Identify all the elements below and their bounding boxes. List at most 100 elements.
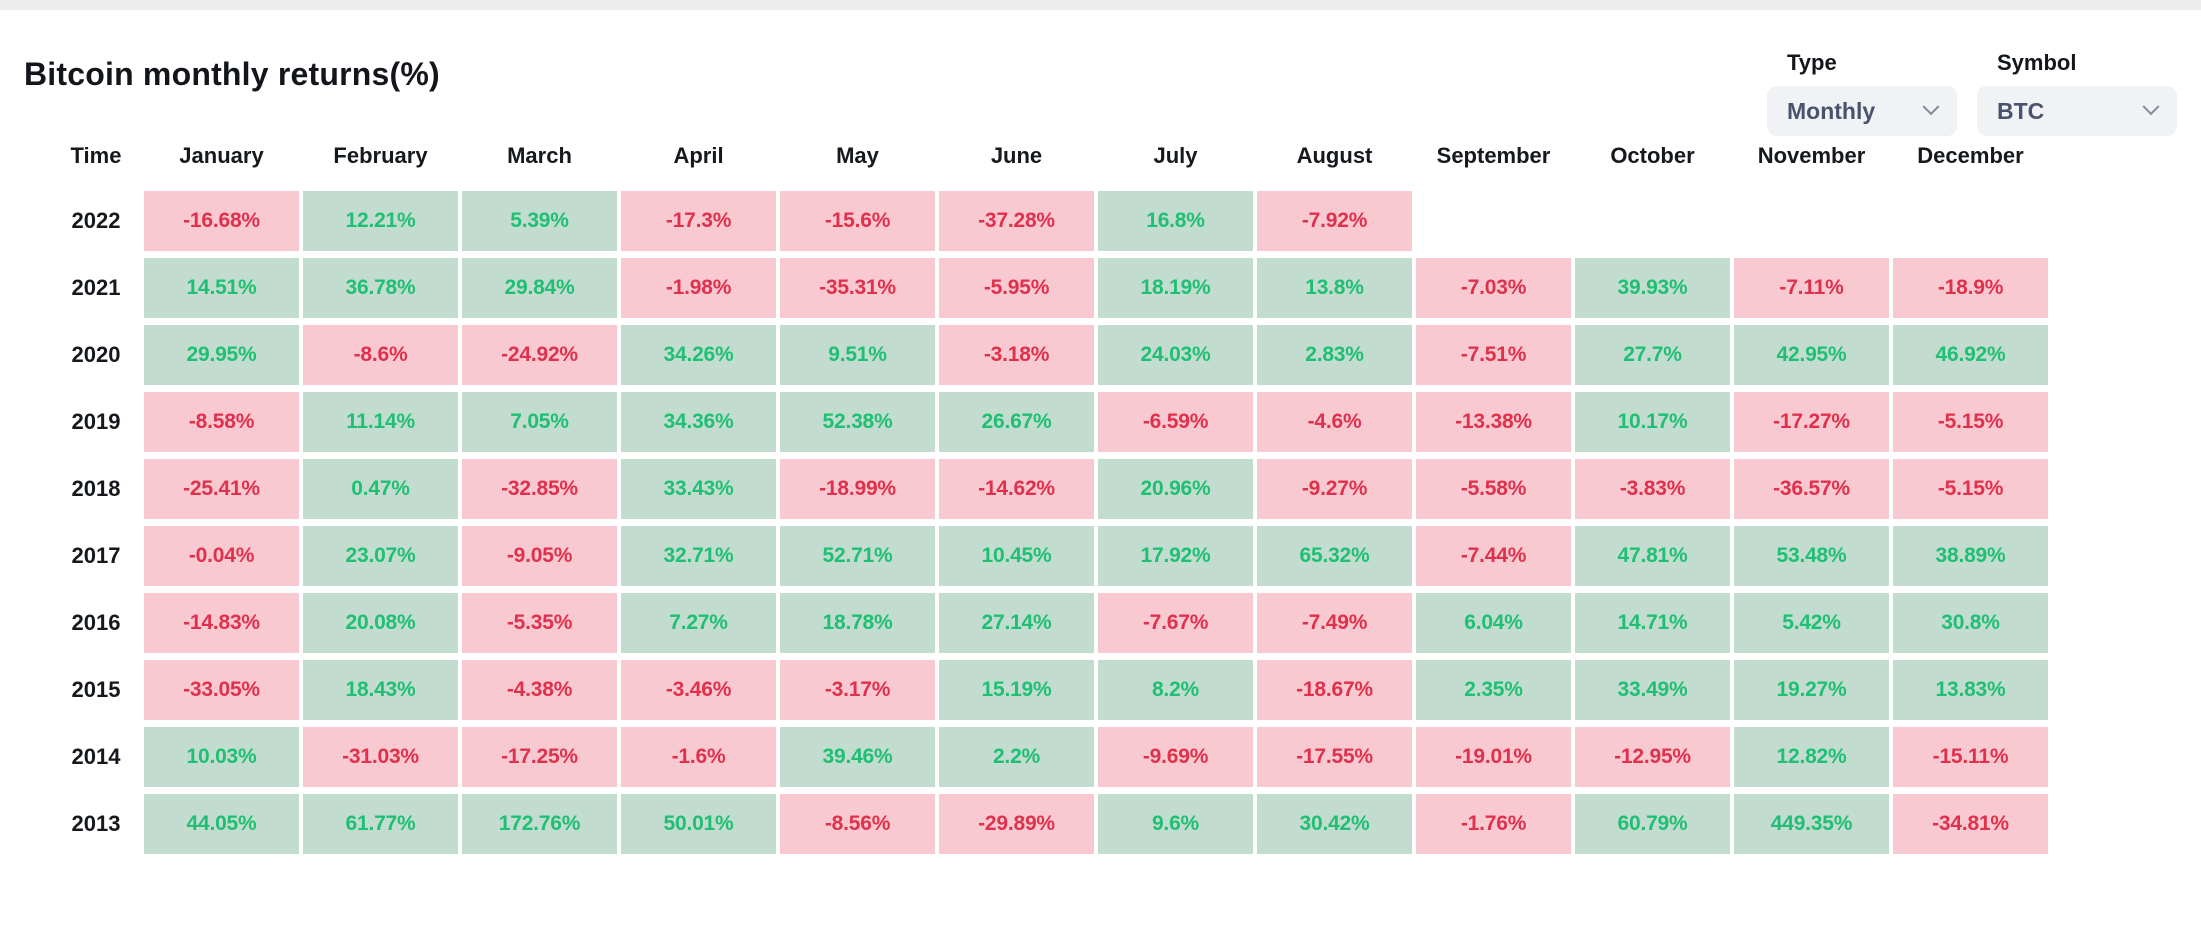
page-title: Bitcoin monthly returns(%): [24, 56, 440, 92]
value-cell-2019-june: 26.67%: [939, 392, 1094, 452]
value-cell-2013-september: -1.76%: [1416, 794, 1571, 854]
value-cell-2019-february: 11.14%: [303, 392, 458, 452]
value-cell-2021-february: 36.78%: [303, 258, 458, 318]
value-cell-2018-january: -25.41%: [144, 459, 299, 519]
value-cell-2013-december: -34.81%: [1893, 794, 2048, 854]
symbol-control: Symbol BTC: [1977, 50, 2177, 136]
value-cell-2020-august: 2.83%: [1257, 325, 1412, 385]
value-cell-2018-february: 0.47%: [303, 459, 458, 519]
year-label: 2017: [71, 543, 121, 568]
symbol-dropdown[interactable]: BTC: [1977, 86, 2177, 136]
value-cell-2020-july: 24.03%: [1098, 325, 1253, 385]
table-row-2017: 2017 -0.04% 23.07% -9.05% 32.71% 52.71% 10.45%…: [52, 526, 2201, 586]
value-cell-2014-january: 10.03%: [144, 727, 299, 787]
value-cell-2015-august: -18.67%: [1257, 660, 1412, 720]
value-cell-2014-august: -17.55%: [1257, 727, 1412, 787]
column-header-august: August: [1296, 143, 1373, 168]
value-cell-2017-august: 65.32%: [1257, 526, 1412, 586]
column-header-march: March: [507, 143, 572, 168]
value-cell-2013-july: 9.6%: [1098, 794, 1253, 854]
value-cell-2014-december: -15.11%: [1893, 727, 2048, 787]
column-header-february: February: [333, 143, 428, 168]
value-cell-empty: [1893, 191, 2048, 251]
value-cell-2017-september: -7.44%: [1416, 526, 1571, 586]
year-label: 2016: [71, 610, 121, 635]
table-row-2022: 2022 -16.68% 12.21% 5.39% -17.3% -15.6% -37.28…: [52, 191, 2201, 251]
column-header-may: May: [836, 143, 879, 168]
table-row-2015: 2015 -33.05% 18.43% -4.38% -3.46% -3.17% 15.19…: [52, 660, 2201, 720]
value-cell-2020-october: 27.7%: [1575, 325, 1730, 385]
value-cell-2017-february: 23.07%: [303, 526, 458, 586]
column-header-december: December: [1917, 143, 2024, 168]
value-cell-2021-november: -7.11%: [1734, 258, 1889, 318]
value-cell-2013-march: 172.76%: [462, 794, 617, 854]
value-cell-2022-april: -17.3%: [621, 191, 776, 251]
value-cell-2014-february: -31.03%: [303, 727, 458, 787]
value-cell-2014-may: 39.46%: [780, 727, 935, 787]
value-cell-2021-january: 14.51%: [144, 258, 299, 318]
value-cell-2017-may: 52.71%: [780, 526, 935, 586]
value-cell-2022-may: -15.6%: [780, 191, 935, 251]
value-cell-empty: [1734, 191, 1889, 251]
value-cell-2016-february: 20.08%: [303, 593, 458, 653]
value-cell-2018-september: -5.58%: [1416, 459, 1571, 519]
value-cell-2014-april: -1.6%: [621, 727, 776, 787]
table-row-2020: 2020 29.95% -8.6% -24.92% 34.26% 9.51% -3.18% 2…: [52, 325, 2201, 385]
value-cell-2021-december: -18.9%: [1893, 258, 2048, 318]
value-cell-2016-april: 7.27%: [621, 593, 776, 653]
value-cell-2014-june: 2.2%: [939, 727, 1094, 787]
value-cell-2014-march: -17.25%: [462, 727, 617, 787]
year-label: 2013: [71, 811, 121, 836]
symbol-label: Symbol: [1997, 50, 2077, 75]
value-cell-2018-december: -5.15%: [1893, 459, 2048, 519]
value-cell-2013-october: 60.79%: [1575, 794, 1730, 854]
value-cell-2019-october: 10.17%: [1575, 392, 1730, 452]
year-label: 2021: [71, 275, 121, 300]
value-cell-2022-january: -16.68%: [144, 191, 299, 251]
value-cell-2020-may: 9.51%: [780, 325, 935, 385]
value-cell-2019-november: -17.27%: [1734, 392, 1889, 452]
value-cell-2013-february: 61.77%: [303, 794, 458, 854]
column-header-july: July: [1153, 143, 1198, 168]
value-cell-2022-july: 16.8%: [1098, 191, 1253, 251]
value-cell-2020-december: 46.92%: [1893, 325, 2048, 385]
value-cell-2019-september: -13.38%: [1416, 392, 1571, 452]
value-cell-2018-may: -18.99%: [780, 459, 935, 519]
column-header-june: June: [990, 143, 1043, 168]
value-cell-2017-january: -0.04%: [144, 526, 299, 586]
value-cell-2016-november: 5.42%: [1734, 593, 1889, 653]
value-cell-2013-january: 44.05%: [144, 794, 299, 854]
value-cell-2020-september: -7.51%: [1416, 325, 1571, 385]
year-label: 2015: [71, 677, 121, 702]
value-cell-2017-april: 32.71%: [621, 526, 776, 586]
type-dropdown[interactable]: Monthly: [1767, 86, 1957, 136]
table-row-2021: 2021 14.51% 36.78% 29.84% -1.98% -35.31% -5.95…: [52, 258, 2201, 318]
value-cell-2014-september: -19.01%: [1416, 727, 1571, 787]
top-strip: [0, 0, 2201, 10]
table-row-2019: 2019 -8.58% 11.14% 7.05% 34.36% 52.38% 26.67% -…: [52, 392, 2201, 452]
value-cell-2015-april: -3.46%: [621, 660, 776, 720]
value-cell-2020-november: 42.95%: [1734, 325, 1889, 385]
value-cell-2016-march: -5.35%: [462, 593, 617, 653]
value-cell-2015-june: 15.19%: [939, 660, 1094, 720]
value-cell-2018-july: 20.96%: [1098, 459, 1253, 519]
value-cell-2018-april: 33.43%: [621, 459, 776, 519]
value-cell-2015-july: 8.2%: [1098, 660, 1253, 720]
value-cell-2022-june: -37.28%: [939, 191, 1094, 251]
value-cell-2021-march: 29.84%: [462, 258, 617, 318]
table-row-2018: 2018 -25.41% 0.47% -32.85% 33.43% -18.99% -14.…: [52, 459, 2201, 519]
value-cell-2017-december: 38.89%: [1893, 526, 2048, 586]
value-cell-2019-january: -8.58%: [144, 392, 299, 452]
value-cell-2019-april: 34.36%: [621, 392, 776, 452]
chevron-down-icon: [1922, 98, 1940, 116]
value-cell-empty: [1416, 191, 1571, 251]
column-header-november: November: [1757, 143, 1866, 168]
value-cell-2019-july: -6.59%: [1098, 392, 1253, 452]
value-cell-2021-june: -5.95%: [939, 258, 1094, 318]
chevron-down-icon: [2142, 98, 2160, 116]
value-cell-2019-august: -4.6%: [1257, 392, 1412, 452]
value-cell-2015-january: -33.05%: [144, 660, 299, 720]
value-cell-2015-october: 33.49%: [1575, 660, 1730, 720]
value-cell-2014-november: 12.82%: [1734, 727, 1889, 787]
year-label: 2020: [71, 342, 121, 367]
